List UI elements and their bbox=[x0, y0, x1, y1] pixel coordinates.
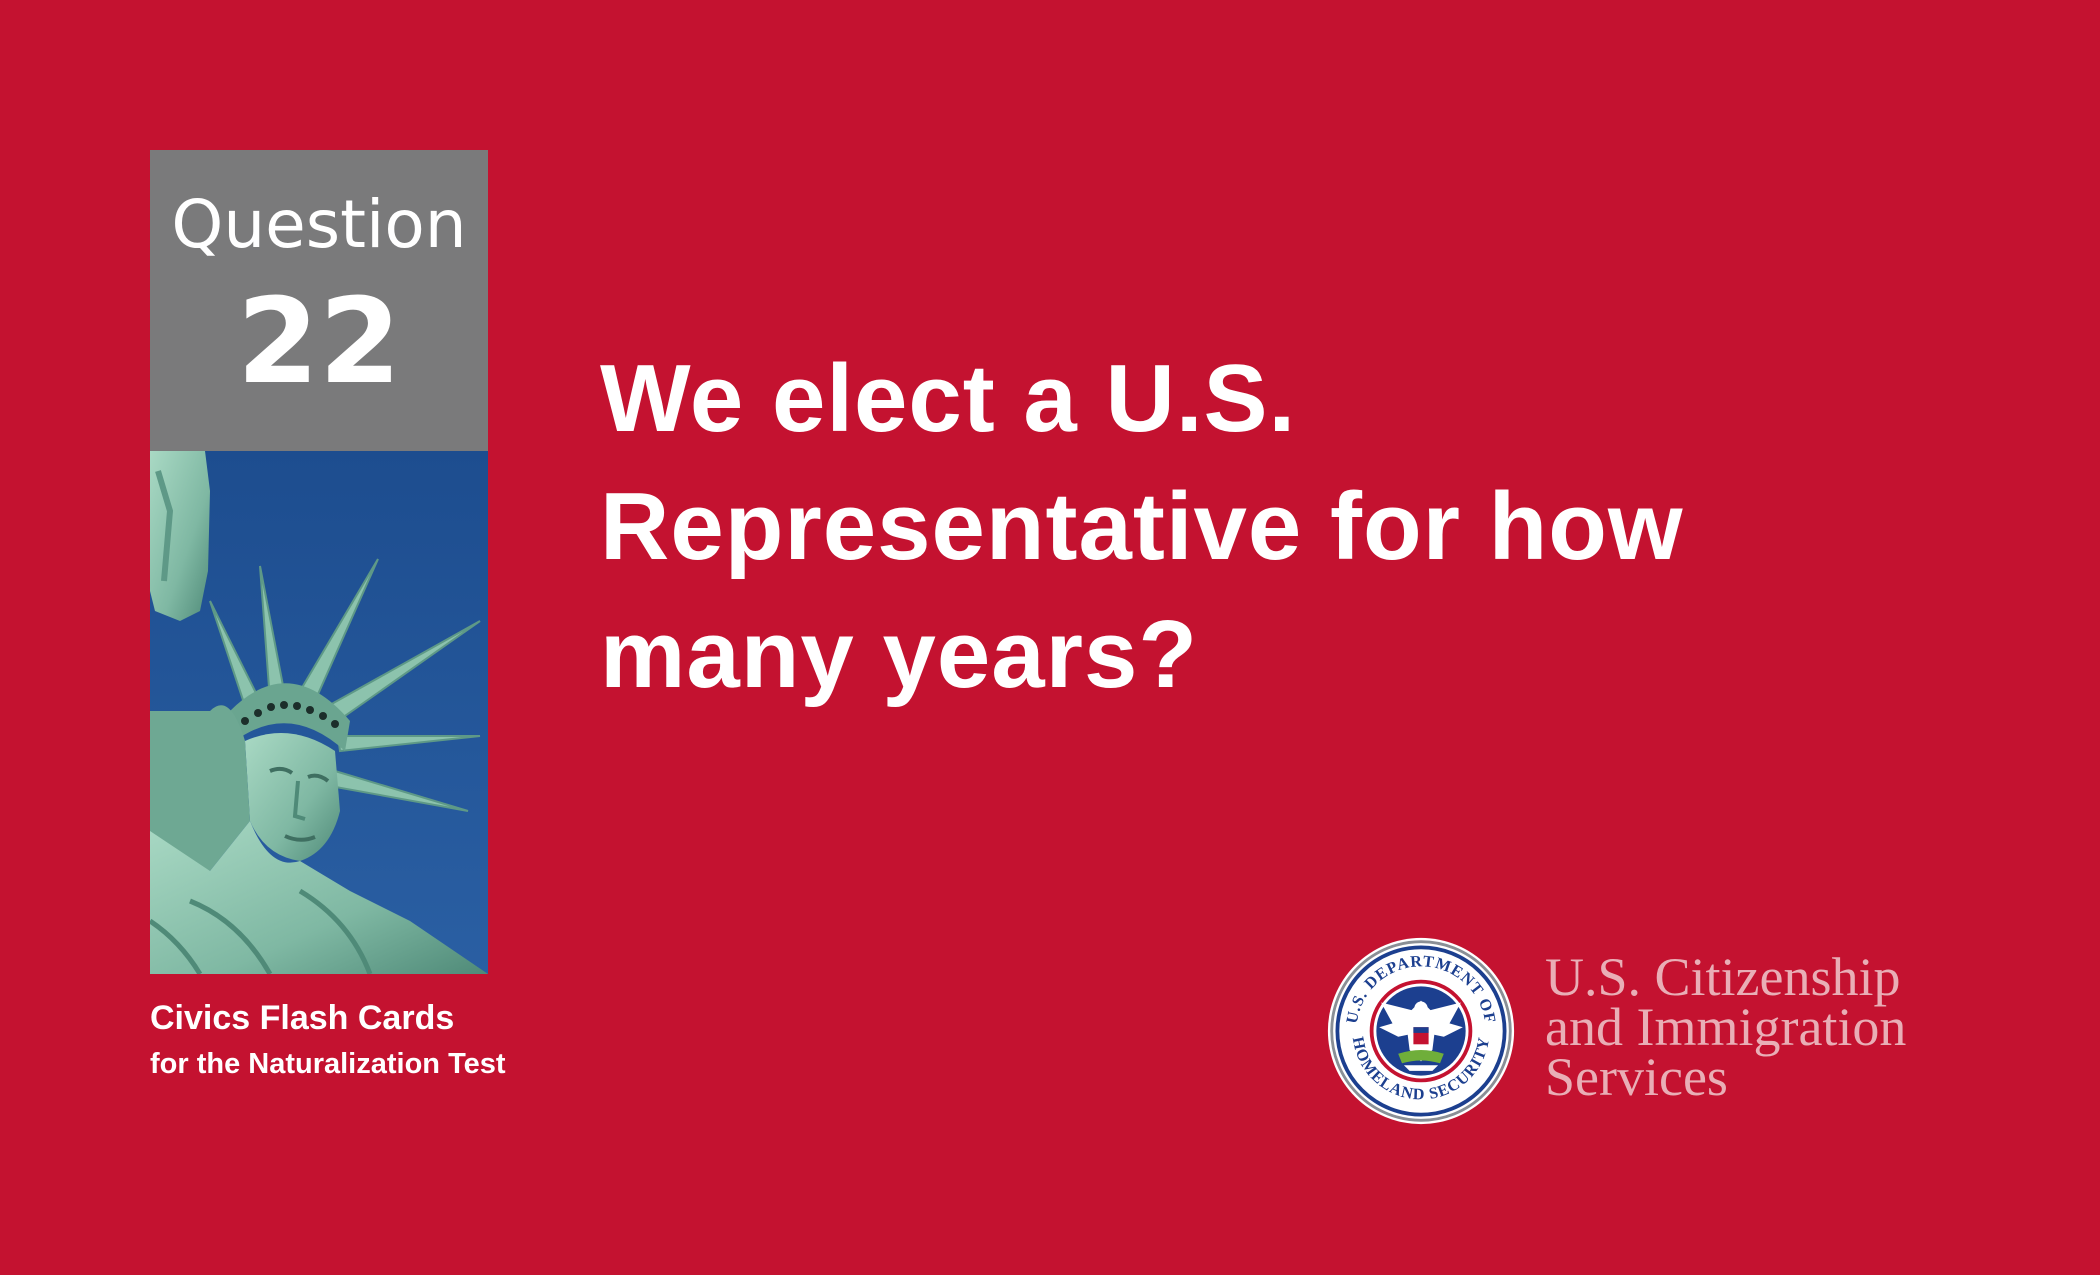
question-line: We elect a U.S. bbox=[600, 345, 1297, 452]
question-number: 22 bbox=[236, 272, 402, 410]
question-text: We elect a U.S. Representative for how m… bbox=[600, 335, 1700, 719]
dhs-seal-icon: U.S. DEPARTMENT OF HOMELAND SECURITY bbox=[1327, 937, 1515, 1125]
statue-of-liberty-photo bbox=[150, 451, 488, 974]
question-badge: Question 22 bbox=[150, 150, 488, 451]
question-label: Question bbox=[171, 186, 467, 263]
series-subtitle: for the Naturalization Test bbox=[150, 1048, 506, 1080]
statue-of-liberty-icon bbox=[150, 451, 488, 974]
series-title: Civics Flash Cards bbox=[150, 999, 455, 1037]
agency-name-line: U.S. Citizenship bbox=[1545, 947, 1901, 1007]
agency-name-line: and Immigration bbox=[1545, 997, 1907, 1057]
agency-name: U.S. Citizenship and Immigration Service… bbox=[1545, 947, 1907, 1107]
agency-name-line: Services bbox=[1545, 1047, 1728, 1107]
question-line: many years? bbox=[600, 601, 1199, 708]
question-line: Representative for how bbox=[600, 473, 1684, 580]
